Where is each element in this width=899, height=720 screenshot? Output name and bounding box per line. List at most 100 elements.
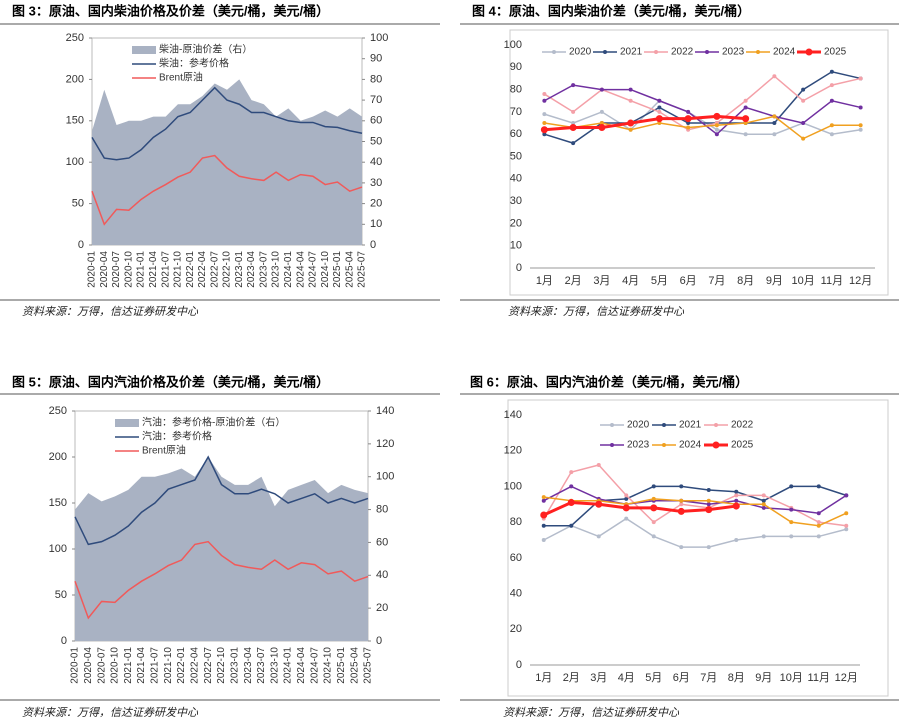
- point: [789, 534, 794, 539]
- x-tick-label: 2025-04: [349, 647, 360, 684]
- y-tick-label: 90: [510, 61, 522, 73]
- x-tick-label: 3月: [593, 275, 610, 287]
- point: [542, 121, 547, 126]
- y-tick-label: 100: [504, 480, 522, 492]
- point: [542, 92, 547, 97]
- point: [624, 516, 629, 521]
- y-tick-label: 20: [510, 217, 522, 229]
- x-tick-label: 2021-10: [163, 647, 174, 684]
- y-tick-label: 150: [66, 115, 84, 127]
- x-tick-label: 2024-10: [320, 251, 331, 288]
- point: [801, 87, 806, 92]
- point: [677, 507, 685, 515]
- x-tick-label: 12月: [849, 275, 872, 287]
- legend-marker: [610, 423, 614, 427]
- point: [734, 493, 739, 498]
- legend-marker: [552, 50, 556, 54]
- point: [651, 534, 656, 539]
- y-tick-label: 200: [49, 451, 67, 463]
- point: [571, 83, 576, 88]
- chart-title: 图 5：原油、国内汽油价格及价差（美元/桶，美元/桶）: [12, 374, 329, 389]
- y-tick-label: 40: [510, 587, 522, 599]
- y-tick-label: 0: [516, 659, 522, 671]
- legend-label: 柴油：参考价格: [159, 57, 229, 70]
- legend-label: 2025: [824, 47, 847, 58]
- point: [734, 489, 739, 494]
- point: [657, 105, 662, 110]
- point: [628, 87, 633, 92]
- x-tick-label: 2025-01: [332, 251, 343, 288]
- point: [655, 115, 663, 123]
- point: [706, 545, 711, 550]
- point: [541, 523, 546, 528]
- legend-label: 2024: [773, 47, 796, 58]
- legend-marker: [756, 50, 760, 54]
- point: [761, 534, 766, 539]
- y2-tick-label: 20: [376, 602, 388, 614]
- point: [540, 511, 548, 519]
- point: [789, 520, 794, 525]
- y-tick-label: 0: [516, 262, 522, 274]
- legend-label: 2020: [627, 420, 650, 431]
- point: [657, 109, 662, 114]
- y-tick-label: 20: [510, 623, 522, 635]
- point: [541, 538, 546, 542]
- x-tick-label: 2024-07: [308, 251, 319, 288]
- source-note: 资料来源：万得，信达证券研发中心: [22, 305, 199, 318]
- y-tick-label: 60: [510, 552, 522, 564]
- chart-title: 图 4：原油、国内柴油价差（美元/桶，美元/桶）: [472, 3, 750, 18]
- line: [91, 154, 363, 226]
- line: [544, 114, 746, 132]
- y-tick-label: 100: [49, 543, 67, 555]
- point: [542, 132, 547, 137]
- point: [829, 83, 834, 88]
- point: [595, 500, 603, 508]
- point: [651, 484, 656, 489]
- point: [858, 127, 863, 132]
- x-tick-label: 2022-10: [222, 251, 233, 288]
- x-tick-label: 7月: [708, 275, 725, 287]
- point: [599, 87, 604, 92]
- x-tick-label: 2020-01: [87, 251, 98, 288]
- y2-tick-label: 80: [370, 73, 382, 85]
- y2-tick-label: 0: [376, 635, 382, 647]
- legend-label: 汽油：参考价格-原油价差（右）: [142, 416, 285, 429]
- point: [657, 98, 662, 103]
- point: [714, 123, 719, 128]
- x-tick-label: 2023-01: [234, 251, 245, 288]
- x-tick-label: 2023-10: [269, 647, 280, 684]
- point: [624, 493, 629, 498]
- x-tick-label: 2月: [565, 275, 582, 287]
- x-tick-label: 2021-01: [136, 251, 147, 288]
- x-tick-label: 3月: [590, 672, 607, 684]
- line: [543, 75, 861, 131]
- y-tick-label: 40: [510, 173, 522, 185]
- point: [679, 502, 684, 507]
- x-tick-label: 6月: [673, 672, 690, 684]
- x-tick-label: 2022-07: [209, 251, 220, 288]
- y-tick-label: 100: [504, 39, 522, 51]
- point: [772, 121, 777, 126]
- y-tick-label: 250: [49, 405, 67, 417]
- legend-label: 2021: [679, 420, 702, 431]
- point: [651, 496, 656, 501]
- x-tick-label: 2024-07: [309, 647, 320, 684]
- x-tick-label: 9月: [766, 275, 783, 287]
- x-tick-label: 2023-04: [246, 251, 257, 288]
- x-tick-label: 7月: [700, 672, 717, 684]
- point: [732, 502, 740, 510]
- point: [657, 121, 662, 126]
- y-tick-label: 60: [510, 128, 522, 140]
- point: [571, 109, 576, 114]
- y2-tick-label: 140: [376, 405, 394, 417]
- line: [544, 99, 861, 135]
- y2-tick-label: 20: [370, 198, 382, 210]
- x-tick-label: 1月: [535, 672, 552, 684]
- line: [74, 540, 369, 620]
- point: [569, 124, 577, 132]
- point: [705, 506, 713, 514]
- x-tick-label: 2025-01: [336, 647, 347, 684]
- x-tick-label: 2025-07: [363, 647, 374, 684]
- point: [541, 498, 546, 503]
